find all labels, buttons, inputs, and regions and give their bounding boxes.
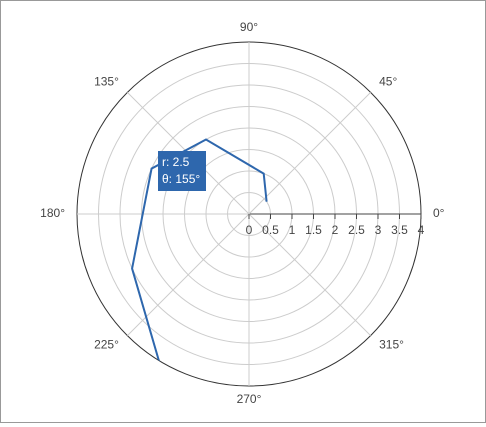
tooltip-line: θ: 155° xyxy=(162,172,201,186)
grid-spoke xyxy=(248,92,371,215)
r-tick-label: 2.5 xyxy=(348,223,365,237)
theta-tick-label: 225° xyxy=(94,338,119,352)
theta-tick-label: 0° xyxy=(433,206,445,220)
theta-tick-label: 315° xyxy=(379,338,404,352)
grid-spoke xyxy=(248,213,371,336)
theta-tick-label: 90° xyxy=(240,20,258,34)
theta-tick-label: 45° xyxy=(379,75,397,89)
tooltip: r: 2.5 θ: 155° xyxy=(158,151,206,191)
r-tick-label: 0.5 xyxy=(262,223,279,237)
r-tick-label: 0 xyxy=(246,223,253,237)
r-tick-label: 1.5 xyxy=(305,223,322,237)
r-tick-label: 4 xyxy=(418,223,425,237)
theta-tick-label: 180° xyxy=(40,206,65,220)
r-tick-label: 2 xyxy=(332,223,339,237)
r-tick-label: 3.5 xyxy=(391,223,408,237)
tooltip-line: r: 2.5 xyxy=(162,155,190,169)
theta-tick-label: 135° xyxy=(94,75,119,89)
r-tick-label: 3 xyxy=(375,223,382,237)
r-tick-label: 1 xyxy=(289,223,296,237)
grid-spoke xyxy=(127,213,250,336)
theta-tick-label: 270° xyxy=(237,392,262,406)
